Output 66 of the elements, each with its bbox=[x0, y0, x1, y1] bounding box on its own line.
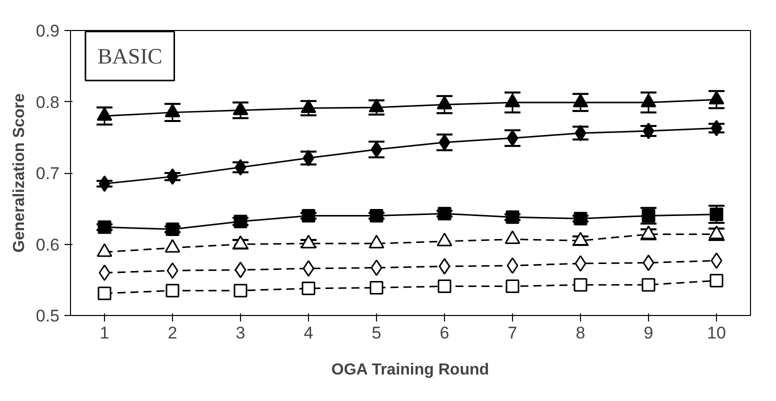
point bbox=[98, 286, 112, 300]
x-axis-title: OGA Training Round bbox=[331, 362, 490, 378]
point bbox=[506, 280, 520, 294]
point bbox=[166, 222, 180, 236]
y-axis-title: Generalization Score bbox=[10, 93, 28, 253]
x-tick-label: 7 bbox=[508, 324, 518, 342]
point bbox=[506, 130, 518, 146]
x-tick-label: 3 bbox=[236, 324, 246, 342]
point bbox=[642, 254, 654, 272]
point bbox=[302, 260, 314, 277]
point bbox=[710, 252, 722, 269]
x-tick-label: 1 bbox=[100, 324, 110, 342]
point bbox=[232, 101, 248, 116]
point bbox=[370, 209, 384, 222]
point bbox=[368, 98, 384, 112]
point bbox=[234, 159, 246, 176]
point bbox=[164, 104, 180, 118]
x-tick-label: 6 bbox=[440, 324, 450, 342]
x-tick-label: 2 bbox=[168, 324, 178, 342]
point bbox=[370, 141, 382, 158]
point bbox=[302, 282, 316, 296]
y-tick-label: 0.7 bbox=[36, 164, 60, 183]
point bbox=[710, 208, 724, 222]
point bbox=[370, 280, 384, 294]
point bbox=[710, 120, 722, 136]
y-tick-label: 0.6 bbox=[36, 235, 60, 254]
point bbox=[438, 134, 450, 151]
point bbox=[572, 94, 588, 108]
point bbox=[708, 90, 724, 104]
point bbox=[98, 220, 112, 234]
y-tick-label: 0.8 bbox=[36, 92, 60, 112]
point bbox=[166, 262, 178, 279]
point bbox=[302, 150, 314, 166]
point bbox=[96, 107, 112, 121]
x-tick-label: 4 bbox=[304, 324, 314, 342]
point bbox=[574, 278, 588, 292]
x-tick-label: 8 bbox=[576, 324, 586, 342]
point bbox=[438, 206, 452, 220]
point bbox=[710, 274, 724, 288]
point bbox=[640, 94, 656, 108]
annotation: BASIC bbox=[97, 44, 162, 68]
point bbox=[166, 168, 178, 185]
point bbox=[574, 212, 588, 226]
point bbox=[166, 284, 180, 298]
y-tick-label: 0.5 bbox=[36, 306, 60, 326]
point bbox=[642, 278, 656, 292]
point bbox=[98, 175, 110, 192]
point bbox=[438, 258, 450, 275]
point bbox=[438, 280, 452, 294]
y-tick-label: 0.9 bbox=[36, 22, 60, 40]
x-tick-label: 9 bbox=[644, 324, 654, 342]
point bbox=[98, 264, 110, 281]
point bbox=[506, 257, 518, 274]
point bbox=[370, 260, 382, 276]
point bbox=[234, 284, 248, 298]
point bbox=[302, 209, 316, 222]
point bbox=[642, 122, 654, 140]
point bbox=[234, 262, 246, 278]
point bbox=[574, 255, 586, 272]
x-tick-label: 10 bbox=[707, 324, 726, 342]
point bbox=[504, 94, 520, 108]
point bbox=[574, 124, 586, 142]
point bbox=[300, 99, 316, 113]
point bbox=[436, 96, 452, 110]
point bbox=[506, 210, 520, 224]
x-tick-label: 5 bbox=[372, 324, 382, 342]
